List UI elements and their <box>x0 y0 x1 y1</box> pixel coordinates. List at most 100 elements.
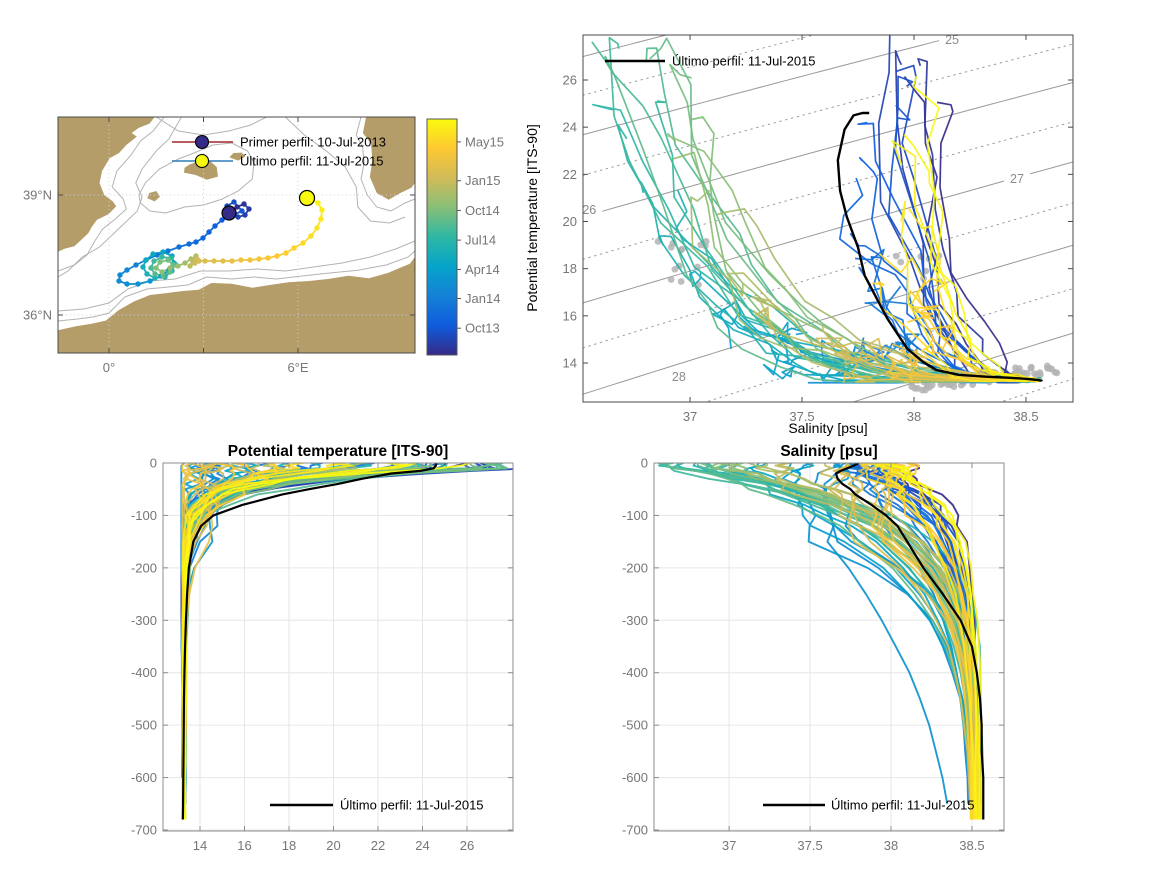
x-tick-label: 38.5 <box>1013 409 1038 424</box>
x-tick-label: 38 <box>907 409 921 424</box>
land-polygon <box>58 117 155 252</box>
trajectory-point <box>206 229 212 235</box>
bathymetry-contour <box>285 117 406 224</box>
historical-data-dot <box>1020 369 1028 377</box>
profile-line <box>666 463 974 820</box>
isopycnal-dotted <box>583 202 1073 349</box>
land-polygon <box>362 117 415 200</box>
map-legend-last-profile-label: Último perfil: 11-Jul-2015 <box>240 154 384 169</box>
profile-line <box>182 463 508 804</box>
trajectory-point <box>192 260 198 266</box>
axes-box <box>653 462 1005 832</box>
trajectory-point <box>124 281 130 287</box>
profile-line <box>181 463 508 820</box>
y-tick-label: -300 <box>131 613 157 628</box>
trajectory-point <box>150 251 156 257</box>
ts-legend-label: Último perfil: 11-Jul-2015 <box>672 54 816 69</box>
profile-line <box>889 463 978 820</box>
trajectory-point <box>117 272 123 278</box>
map-panel: 0° 6°E 39°N 36°N <box>23 116 416 375</box>
ts-profile-line <box>672 151 1032 381</box>
y-tick-label: -600 <box>131 770 157 785</box>
land-polygon <box>147 191 161 202</box>
trajectory-point <box>193 239 199 245</box>
trajectory-point <box>176 244 182 250</box>
isopycnal-solid <box>583 35 669 57</box>
historical-data-dot <box>677 278 685 285</box>
trajectory-point <box>315 200 321 206</box>
y-tick-label: 16 <box>563 308 577 323</box>
y-tick-label: -500 <box>131 718 157 733</box>
y-tick-label: 24 <box>563 120 577 135</box>
y-tick-label: -200 <box>622 560 648 575</box>
land-polygon <box>229 152 246 161</box>
trajectory-point <box>246 206 252 212</box>
historical-data-dot <box>937 381 945 389</box>
x-tick-label: 6°E <box>287 360 308 375</box>
trajectory-point <box>202 258 208 264</box>
temp-profile-legend-label: Último perfil: 11-Jul-2015 <box>340 798 484 813</box>
map-legend-last-marker <box>194 153 210 169</box>
trajectory-point <box>151 258 157 264</box>
profile-line <box>847 463 972 804</box>
trajectory-point <box>186 241 192 247</box>
y-tick-label: -100 <box>622 508 648 523</box>
x-tick-label: 16 <box>237 838 251 853</box>
ts-xaxis-label: Salinity [psu] <box>788 420 867 436</box>
historical-data-dot <box>928 381 936 389</box>
trajectory-point <box>231 199 237 205</box>
x-tick-label: 37.5 <box>797 838 822 853</box>
last-profile-marker <box>298 189 316 207</box>
bathymetry-contour <box>155 117 267 136</box>
last-profile-line <box>181 463 437 820</box>
trajectory-point <box>283 250 289 256</box>
trajectory-point <box>133 262 139 268</box>
y-tick-label: 26 <box>563 72 577 87</box>
historical-data-dot <box>1016 365 1023 372</box>
y-tick-label: 20 <box>563 214 577 229</box>
trajectory-point <box>219 217 225 223</box>
land-polygon <box>58 257 415 353</box>
salinity-profile-panel: 37 37.5 38 38.5 0 -100 -200 -300 -400 -500 -600 -70… <box>622 456 1005 853</box>
trajectory-point <box>175 263 181 269</box>
profile-line <box>880 463 976 820</box>
map-legend-first-profile-label: Primer perfil: 10-Jul-2013 <box>240 135 386 150</box>
historical-data-dot <box>908 383 916 391</box>
trajectory-point <box>167 269 173 275</box>
y-tick-label: -500 <box>622 718 648 733</box>
map-axes-box <box>57 116 416 354</box>
trajectory-point <box>144 271 150 277</box>
historical-data-dot <box>1046 365 1054 372</box>
trajectory-point <box>220 258 226 264</box>
ts-profile-line <box>691 116 1029 383</box>
trajectory-point <box>152 271 158 277</box>
axes-box <box>582 34 1074 403</box>
x-tick-label: 22 <box>371 838 385 853</box>
sal-profile-title: Salinity [psu] <box>780 443 877 460</box>
isopycnal-label: 25 <box>945 33 959 47</box>
x-tick-label: 18 <box>282 838 296 853</box>
trajectory-point <box>238 257 244 263</box>
trajectory-point <box>187 263 193 269</box>
historical-data-dot <box>671 265 679 273</box>
y-tick-label: 0 <box>641 456 648 471</box>
trajectory-point <box>153 265 159 271</box>
trajectory-point <box>135 281 141 287</box>
trajectory-point <box>256 256 262 262</box>
isopycnal-solid <box>583 35 963 136</box>
y-tick-label: -100 <box>131 508 157 523</box>
x-tick-label: 37 <box>722 838 736 853</box>
temperature-profile-panel: 14 16 18 20 22 24 26 0 -100 -200 -300 -400 -500 -600 -… <box>131 456 514 853</box>
historical-data-dot <box>892 252 900 260</box>
trajectory-point <box>300 240 306 246</box>
ts-diagram-panel: 25 26 27 28 37 37.5 38 38.5 14 16 18 20 22 24 26 <box>563 33 1074 424</box>
historical-data-dot <box>1053 369 1061 377</box>
trajectory-point <box>182 260 188 266</box>
historical-data-dot <box>897 258 905 266</box>
x-tick-label: 0° <box>103 360 115 375</box>
x-tick-label: 37.5 <box>789 409 814 424</box>
colorbar-tick-label: Oct14 <box>465 203 500 218</box>
axes-box <box>162 462 514 832</box>
trajectory-point <box>314 225 320 231</box>
